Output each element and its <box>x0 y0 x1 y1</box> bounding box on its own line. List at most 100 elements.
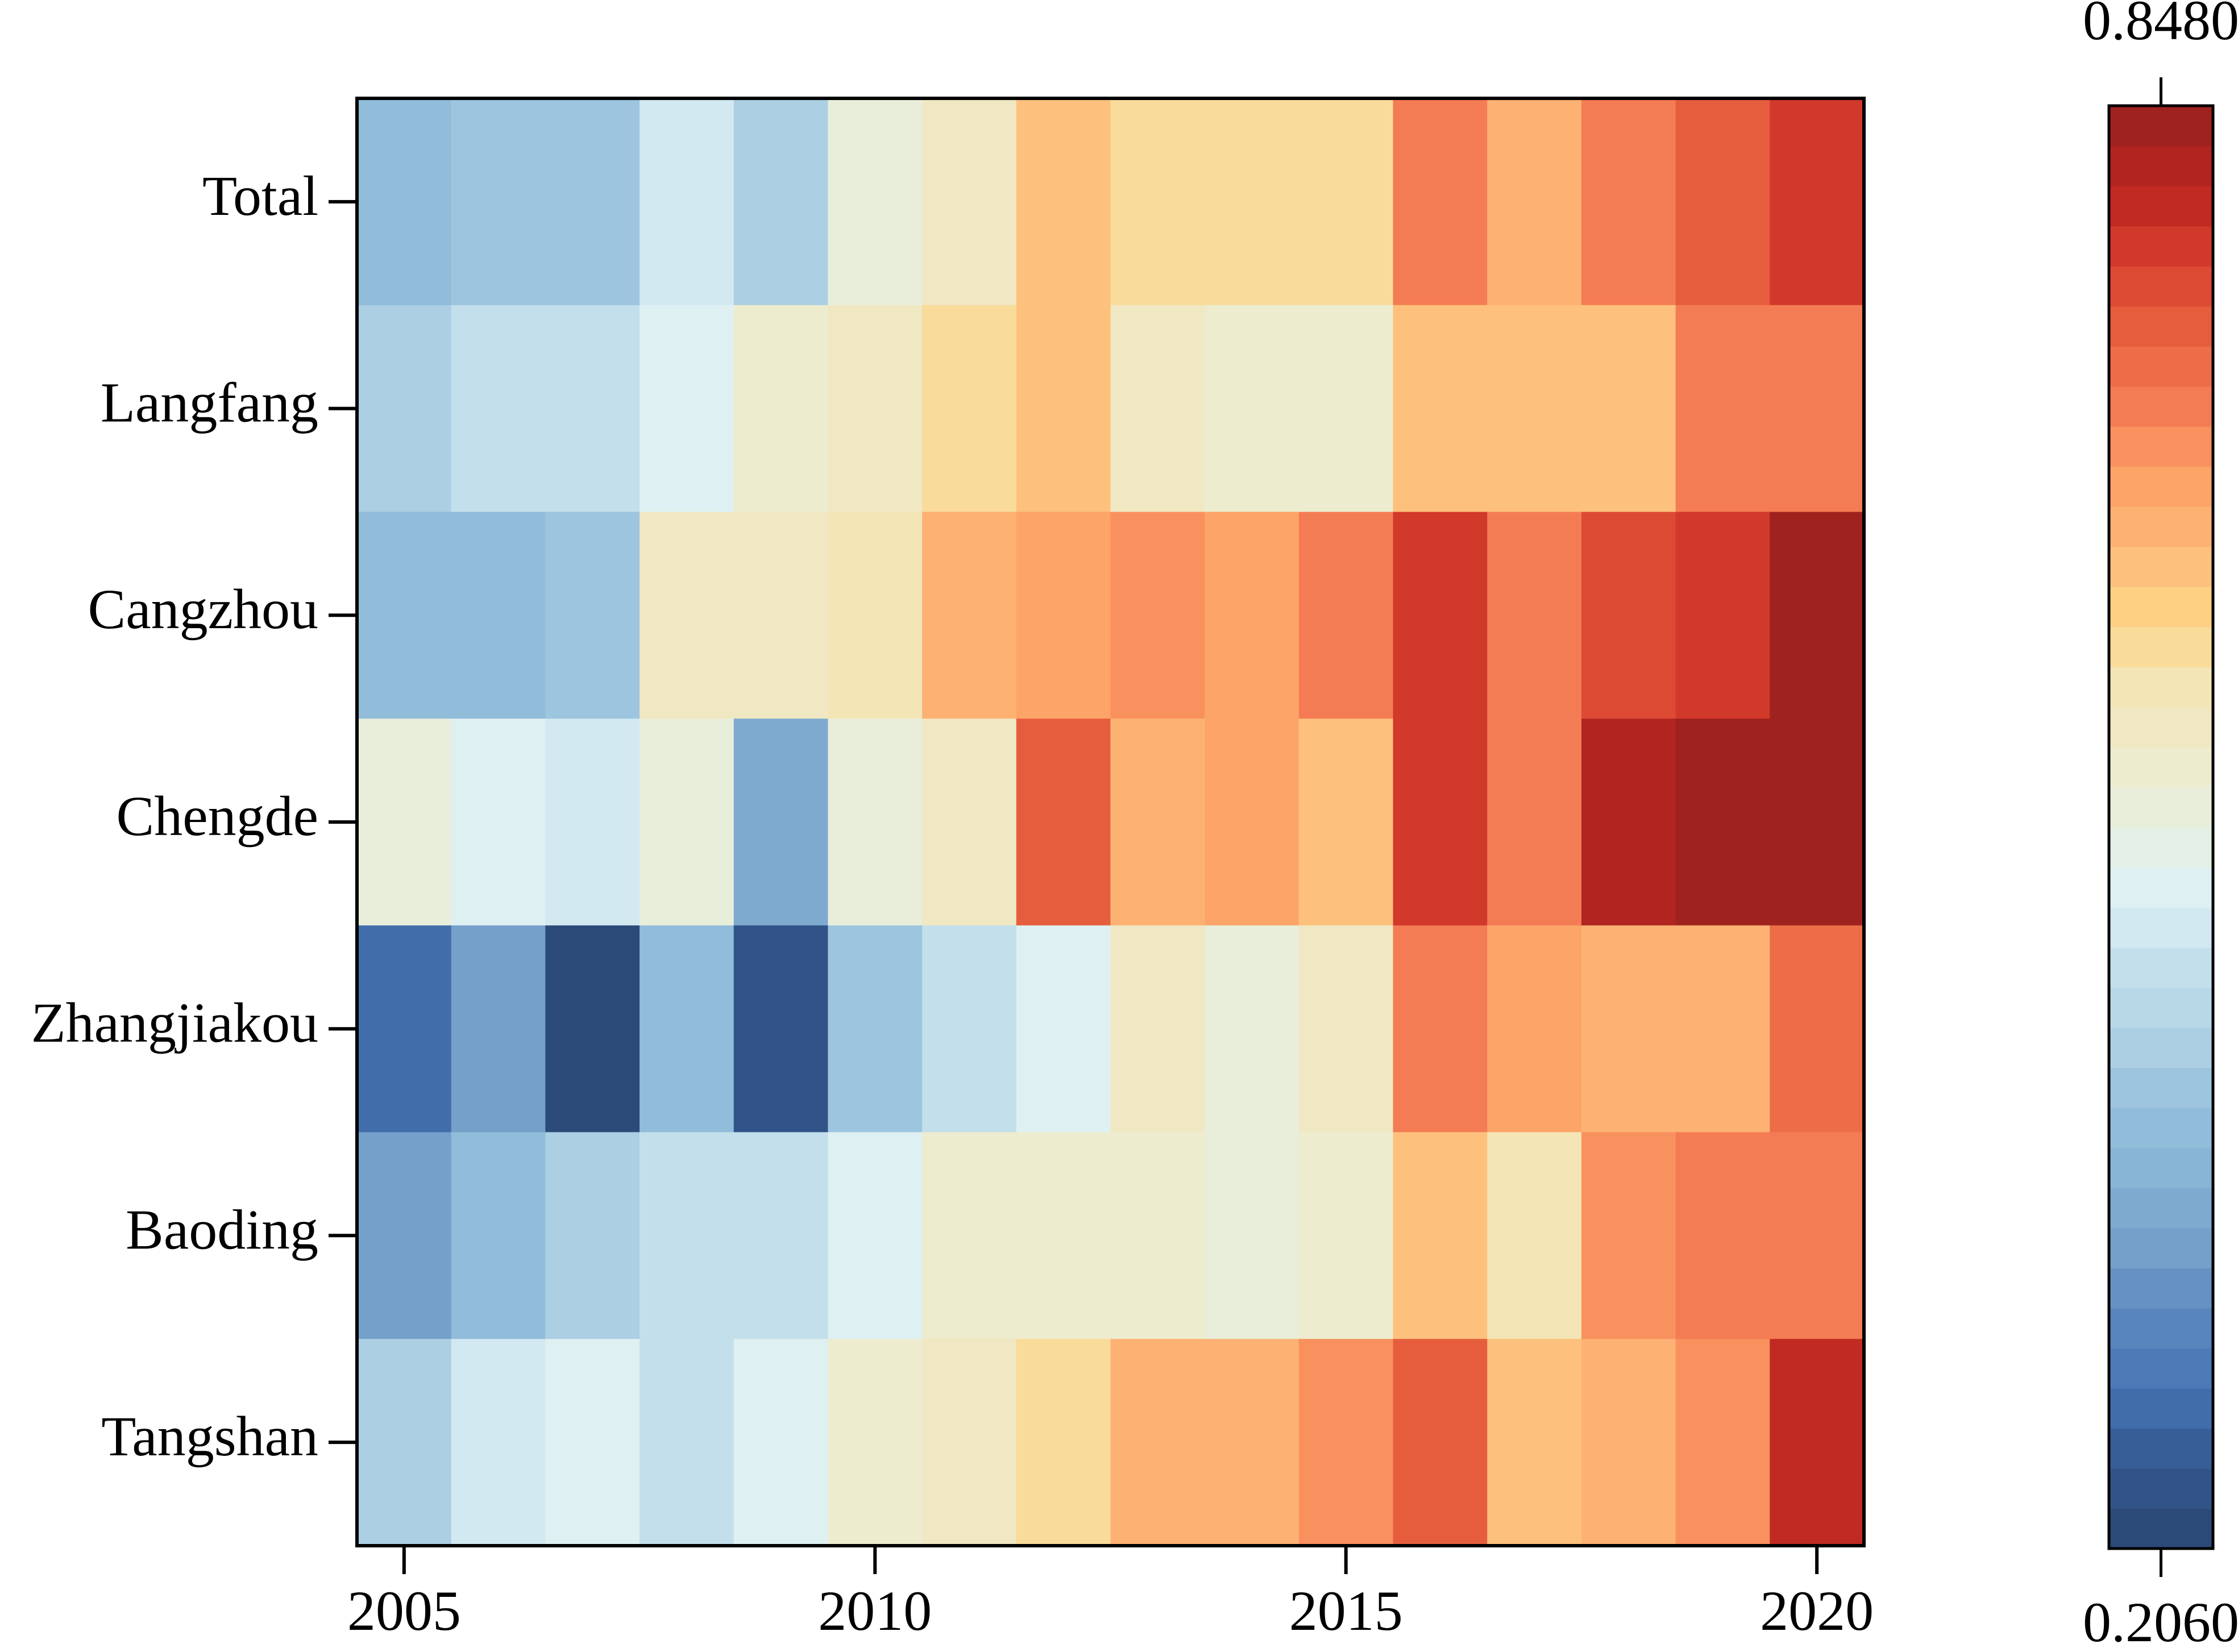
heatmap-cell <box>1110 512 1205 719</box>
heatmap-cell <box>1110 1339 1205 1546</box>
heatmap-cell <box>640 719 734 926</box>
heatmap-cell <box>640 305 734 512</box>
heatmap-cell <box>1393 1339 1488 1546</box>
heatmap-cell <box>1016 1339 1111 1546</box>
heatmap-cell <box>1770 1339 1865 1546</box>
colorbar-band <box>2108 146 2214 186</box>
heatmap-cell <box>1675 98 1770 306</box>
heatmap-cell <box>545 719 640 926</box>
heatmap-cell <box>1770 925 1865 1133</box>
colorbar-band <box>2108 265 2214 307</box>
heatmap-cell <box>1487 925 1582 1133</box>
heatmap-cell <box>828 305 923 512</box>
heatmap-cell <box>1205 305 1299 512</box>
heatmap-cell <box>1487 719 1582 926</box>
heatmap-cell <box>1675 305 1770 512</box>
y-tick-label: Zhangjiakou <box>31 991 318 1055</box>
heatmap-cell <box>733 305 828 512</box>
heatmap-cell <box>1581 719 1676 926</box>
heatmap-cell <box>1110 925 1205 1133</box>
heatmap-cell <box>1675 1339 1770 1546</box>
colorbar-band <box>2108 426 2214 467</box>
heatmap-cell <box>1487 1339 1582 1546</box>
colorbar-band <box>2108 987 2214 1028</box>
heatmap-cell <box>1487 1132 1582 1339</box>
x-tick-label: 2010 <box>818 1579 932 1642</box>
y-tick-label: Langfang <box>101 371 318 434</box>
heatmap-cell <box>357 925 452 1133</box>
x-tick-label: 2015 <box>1289 1579 1403 1642</box>
heatmap-cell <box>357 305 452 512</box>
colorbar-band <box>2108 1388 2214 1429</box>
colorbar-tick-label: 0.8480 <box>2083 0 2238 52</box>
colorbar-band <box>2108 346 2214 387</box>
heatmap-cell <box>1581 305 1676 512</box>
colorbar-band <box>2108 1107 2214 1148</box>
y-tick-label: Chengde <box>117 785 318 848</box>
colorbar-band <box>2108 867 2214 908</box>
heatmap-cell <box>828 925 923 1133</box>
colorbar-band <box>2108 546 2214 587</box>
heatmap-cell <box>451 925 546 1133</box>
heatmap-cell <box>640 925 734 1133</box>
colorbar-band <box>2108 506 2214 547</box>
colorbar-band <box>2108 1227 2214 1269</box>
heatmap-cell <box>1487 98 1582 306</box>
y-tick-label: Baoding <box>126 1198 318 1261</box>
colorbar-band <box>2108 586 2214 628</box>
heatmap-cell <box>1393 512 1488 719</box>
heatmap-cell <box>545 305 640 512</box>
colorbar-band <box>2108 707 2214 748</box>
heatmap-cell <box>357 1339 452 1546</box>
heatmap-cell <box>1675 1132 1770 1339</box>
heatmap-cell <box>1298 1132 1394 1339</box>
heatmap-cell <box>451 305 546 512</box>
colorbar-band <box>2108 1067 2214 1109</box>
heatmap-cell <box>640 1132 734 1339</box>
heatmap-cell <box>1110 719 1205 926</box>
heatmap-cell <box>545 1132 640 1339</box>
colorbar-band <box>2108 386 2214 427</box>
heatmap-cell <box>828 1339 923 1546</box>
heatmap-cell <box>1205 925 1299 1133</box>
y-tick-label: Cangzhou <box>88 578 318 641</box>
heatmap-cell <box>1487 305 1582 512</box>
heatmap-cell <box>1770 1132 1865 1339</box>
colorbar-band <box>2108 1468 2214 1509</box>
heatmap-cell <box>545 925 640 1133</box>
heatmap-cell <box>357 719 452 926</box>
colorbar-band <box>2108 827 2214 868</box>
colorbar-band <box>2108 1147 2214 1189</box>
heatmap-cell <box>545 98 640 306</box>
heatmap-cell <box>1393 719 1488 926</box>
colorbar-band <box>2108 787 2214 828</box>
heatmap-cell <box>1298 719 1394 926</box>
heatmap-cell <box>1393 925 1488 1133</box>
heatmap-cell <box>1298 305 1394 512</box>
heatmap-cell <box>733 1339 828 1546</box>
heatmap-cell <box>1016 98 1111 306</box>
heatmap-cell <box>1205 1132 1299 1339</box>
colorbar-band <box>2108 306 2214 347</box>
heatmap-cell <box>1770 305 1865 512</box>
heatmap-cell <box>1016 1132 1111 1339</box>
heatmap-cell <box>1393 98 1488 306</box>
heatmap-cell <box>828 98 923 306</box>
heatmap-cell <box>1110 305 1205 512</box>
heatmap-cell <box>1205 98 1299 306</box>
colorbar-band <box>2108 185 2214 227</box>
heatmap-cell <box>733 98 828 306</box>
colorbar-band <box>2108 105 2214 147</box>
heatmap-cell <box>828 512 923 719</box>
heatmap-cell <box>1581 925 1676 1133</box>
heatmap-cell <box>1770 512 1865 719</box>
heatmap-cell <box>1110 98 1205 306</box>
heatmap-cell <box>451 1132 546 1339</box>
heatmap-cell <box>1770 719 1865 926</box>
x-tick-label: 2005 <box>347 1579 461 1642</box>
heatmap-cell <box>1298 98 1394 306</box>
heatmap-cell <box>1298 1339 1394 1546</box>
heatmap-cell <box>1016 512 1111 719</box>
heatmap-cell <box>640 98 734 306</box>
heatmap-cell <box>640 512 734 719</box>
